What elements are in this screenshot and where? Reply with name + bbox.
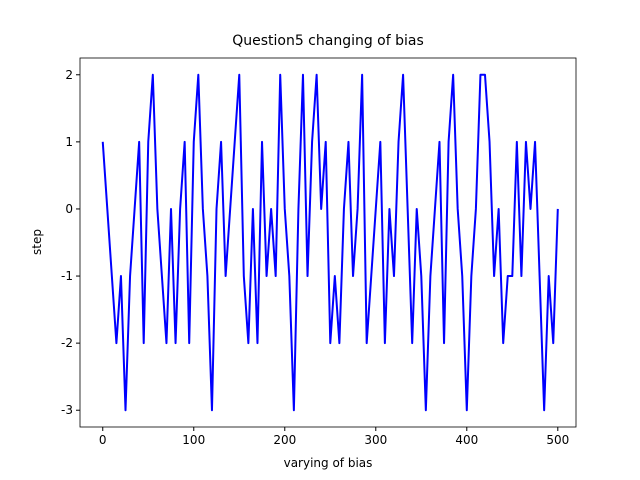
chart-title: Question5 changing of bias bbox=[232, 33, 424, 49]
x-tick-label: 400 bbox=[455, 433, 478, 447]
y-tick-label: 1 bbox=[65, 135, 73, 149]
x-tick-label: 300 bbox=[364, 433, 387, 447]
x-tick-label: 0 bbox=[99, 433, 107, 447]
y-tick-label: -2 bbox=[61, 336, 73, 350]
plot-frame bbox=[79, 57, 577, 428]
y-tick-label: -3 bbox=[61, 403, 73, 417]
y-tick-label: 2 bbox=[65, 68, 73, 82]
x-tick-label: 100 bbox=[182, 433, 205, 447]
x-tick-label: 500 bbox=[546, 433, 569, 447]
y-axis-label: step bbox=[30, 229, 44, 255]
x-axis-label: varying of bias bbox=[284, 456, 373, 470]
y-tick-label: 0 bbox=[65, 202, 73, 216]
y-tick-label: -1 bbox=[61, 269, 73, 283]
data-line bbox=[101, 73, 559, 412]
x-tick-label: 200 bbox=[273, 433, 296, 447]
